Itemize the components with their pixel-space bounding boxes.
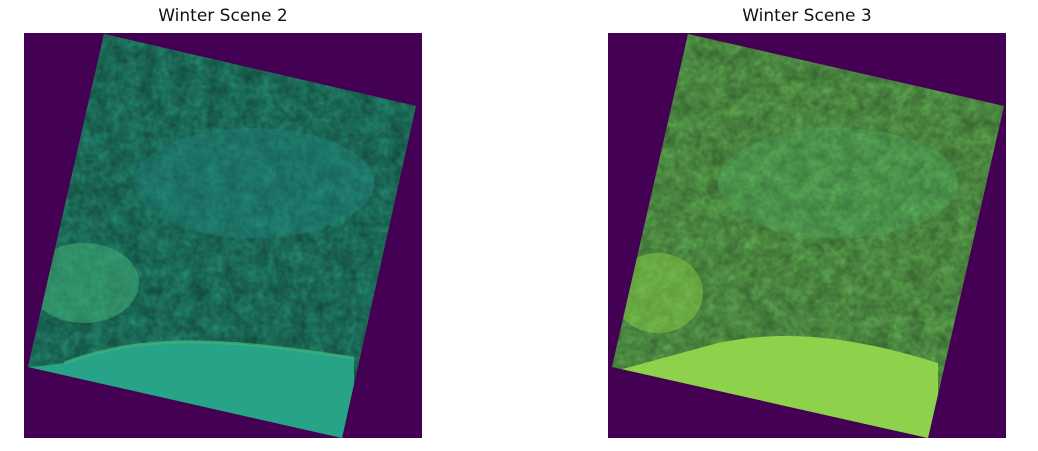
satellite-image xyxy=(608,33,1006,438)
panel-title: Winter Scene 3 xyxy=(742,6,872,26)
satellite-image-canvas xyxy=(24,33,422,438)
satellite-image xyxy=(24,33,422,438)
scene-footprint xyxy=(612,34,1004,438)
panel-title: Winter Scene 2 xyxy=(158,6,288,26)
panel-winter-scene-3: Winter Scene 3 xyxy=(519,0,1038,451)
satellite-image-canvas xyxy=(608,33,1006,438)
scene-footprint xyxy=(28,34,416,438)
panel-winter-scene-2: Winter Scene 2 xyxy=(24,6,422,438)
